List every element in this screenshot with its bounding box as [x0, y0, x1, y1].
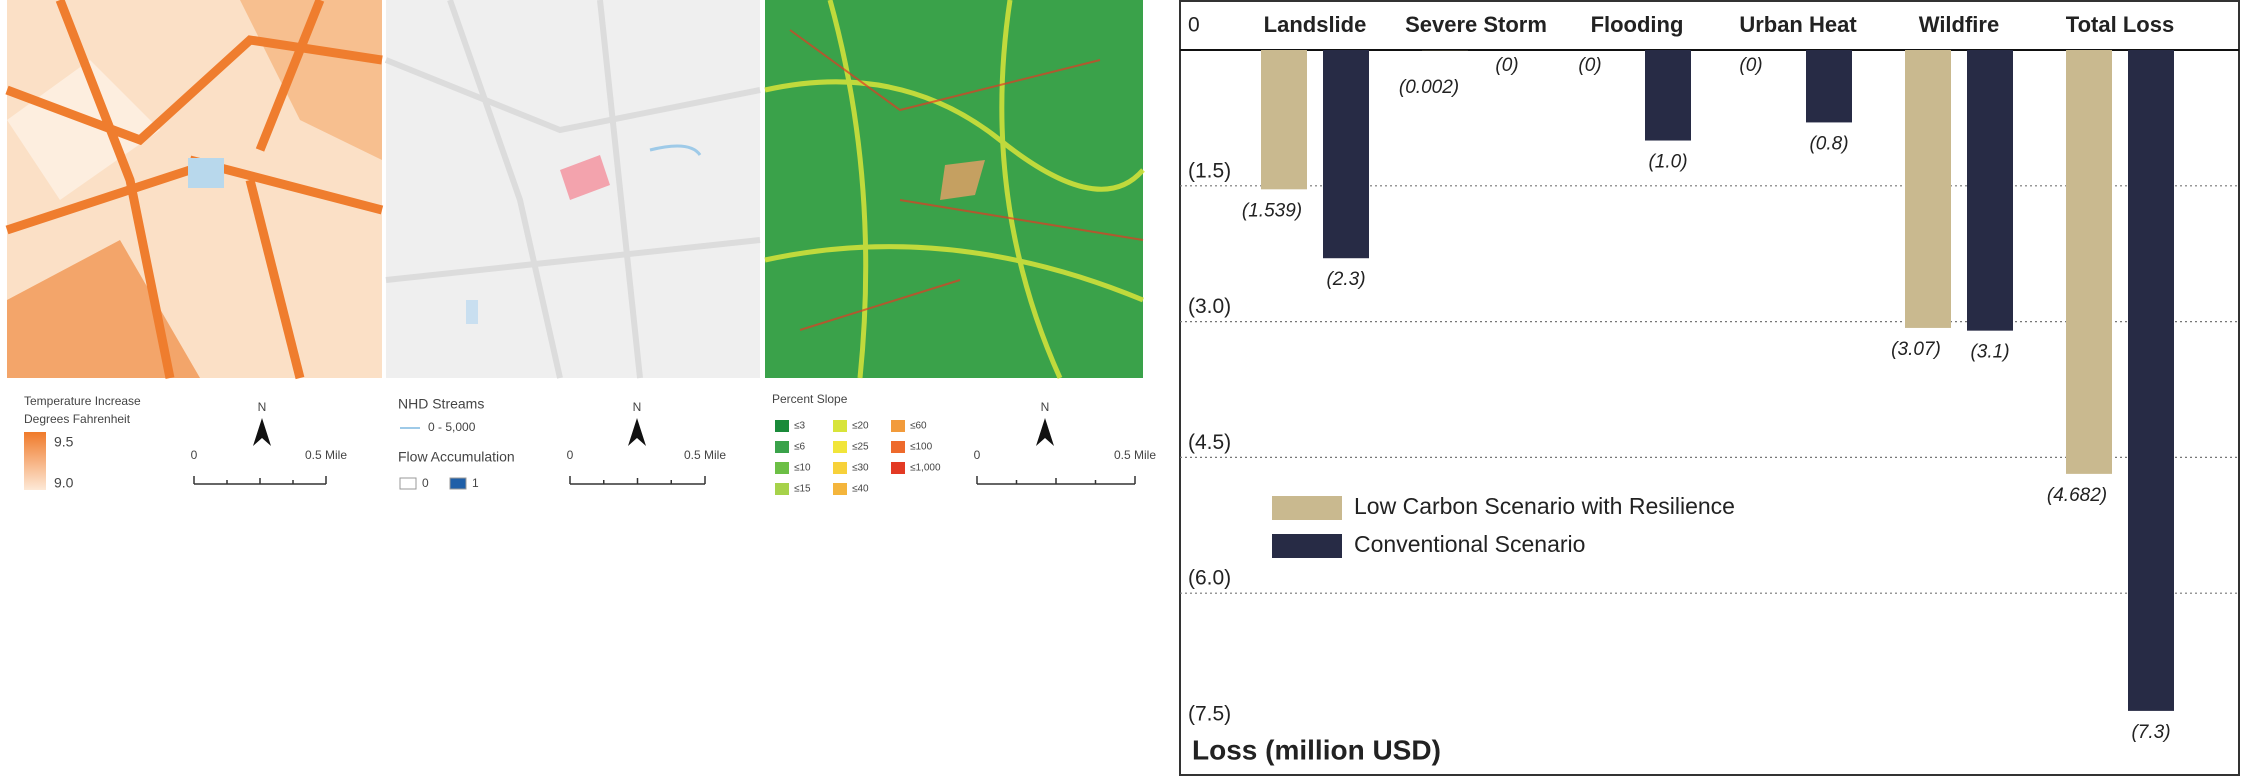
north-label: N	[258, 400, 267, 414]
value-label: (0)	[1578, 55, 1601, 76]
slope-swatch	[833, 441, 847, 453]
scale-start: 0	[567, 448, 574, 462]
value-label: (0.002)	[1399, 77, 1459, 98]
bar	[1806, 50, 1852, 122]
value-label: (0)	[1739, 55, 1762, 76]
slope-swatch	[775, 441, 789, 453]
slope-label: ≤1,000	[910, 463, 941, 474]
legend-title: NHD Streams	[398, 396, 484, 412]
scale-start: 0	[191, 448, 198, 462]
heat-map	[7, 0, 382, 378]
slope-label: ≤3	[794, 421, 805, 432]
north-label: N	[633, 400, 642, 414]
y-tick-label: (4.5)	[1188, 431, 1231, 454]
legend-low: 9.0	[54, 475, 74, 491]
slope-label: ≤40	[852, 484, 869, 495]
x-tick-label: Wildfire	[1919, 12, 1999, 37]
scale-end: 0.5 Mile	[684, 448, 726, 462]
slope-swatch	[775, 420, 789, 432]
slope-label: ≤25	[852, 442, 869, 453]
scale-bar	[977, 476, 1135, 484]
legend-high: 9.5	[54, 434, 74, 450]
value-label: (7.3)	[2131, 722, 2170, 743]
slope-label: ≤30	[852, 463, 869, 474]
legend-swatch	[1272, 496, 1342, 520]
stream-label: 0 - 5,000	[428, 420, 476, 434]
flow-swatch	[400, 478, 416, 489]
x-tick-label: Total Loss	[2066, 12, 2174, 37]
y-tick-label: (1.5)	[1188, 159, 1231, 182]
flow-label: 1	[472, 476, 479, 490]
legend-title: Temperature Increase	[24, 394, 141, 408]
slope-swatch	[891, 441, 905, 453]
x-tick-label: Flooding	[1591, 12, 1684, 37]
y-tick-label: (7.5)	[1188, 703, 1231, 726]
slope-swatch	[891, 462, 905, 474]
north-arrow	[628, 418, 646, 446]
slope-label: ≤15	[794, 484, 811, 495]
page: Loss (million USD) Temperature Increase D…	[0, 0, 2241, 776]
value-label: (3.07)	[1891, 339, 1941, 360]
value-label: (1.539)	[1242, 200, 1302, 221]
legend-title: Percent Slope	[772, 392, 848, 406]
slope-label: ≤20	[852, 421, 869, 432]
scale-end: 0.5 Mile	[1114, 448, 1156, 462]
bar	[1323, 50, 1369, 258]
slope-swatch	[775, 483, 789, 495]
bar	[2066, 50, 2112, 474]
value-label: (3.1)	[1970, 342, 2009, 363]
scale-start: 0	[974, 448, 981, 462]
value-label: (4.682)	[2047, 485, 2107, 506]
scale-bar	[194, 476, 326, 484]
slope-swatch	[833, 420, 847, 432]
slope-label: ≤60	[910, 421, 927, 432]
north-arrow	[1036, 418, 1054, 446]
bar	[1645, 50, 1691, 141]
slope-label: ≤100	[910, 442, 933, 453]
y-tick-label: 0	[1188, 14, 1200, 37]
scale-end: 0.5 Mile	[305, 448, 347, 462]
value-label: (0)	[1495, 55, 1518, 76]
flow-swatch	[450, 478, 466, 489]
legend-swatch	[1272, 534, 1342, 558]
slope-label: ≤10	[794, 463, 811, 474]
bar	[1905, 50, 1951, 328]
slope-swatch	[833, 462, 847, 474]
legend-label: Low Carbon Scenario with Resilience	[1354, 493, 1735, 519]
y-tick-label: (3.0)	[1188, 295, 1231, 318]
x-tick-label: Severe Storm	[1405, 12, 1547, 37]
value-label: (1.0)	[1648, 152, 1687, 173]
legend-title: Degrees Fahrenheit	[24, 412, 131, 426]
slope-swatch	[775, 462, 789, 474]
flow-title: Flow Accumulation	[398, 449, 515, 465]
gradient-swatch	[24, 432, 46, 490]
north-label: N	[1041, 400, 1050, 414]
north-arrow	[253, 418, 271, 446]
x-tick-label: Landslide	[1264, 12, 1367, 37]
legend-label: Conventional Scenario	[1354, 531, 1585, 557]
bar	[2128, 50, 2174, 711]
value-label: (2.3)	[1326, 269, 1365, 290]
bar	[1967, 50, 2013, 331]
bar	[1261, 50, 1307, 189]
slope-map	[765, 0, 1143, 378]
axis-label: Loss (million USD)	[1192, 734, 1441, 765]
flow-label: 0	[422, 476, 429, 490]
y-tick-label: (6.0)	[1188, 567, 1231, 590]
slope-swatch	[833, 483, 847, 495]
scale-bar	[570, 476, 705, 484]
slope-label: ≤6	[794, 442, 805, 453]
value-label: (0.8)	[1809, 133, 1848, 154]
hydrology-map	[386, 0, 760, 378]
slope-swatch	[891, 420, 905, 432]
x-tick-label: Urban Heat	[1739, 12, 1857, 37]
